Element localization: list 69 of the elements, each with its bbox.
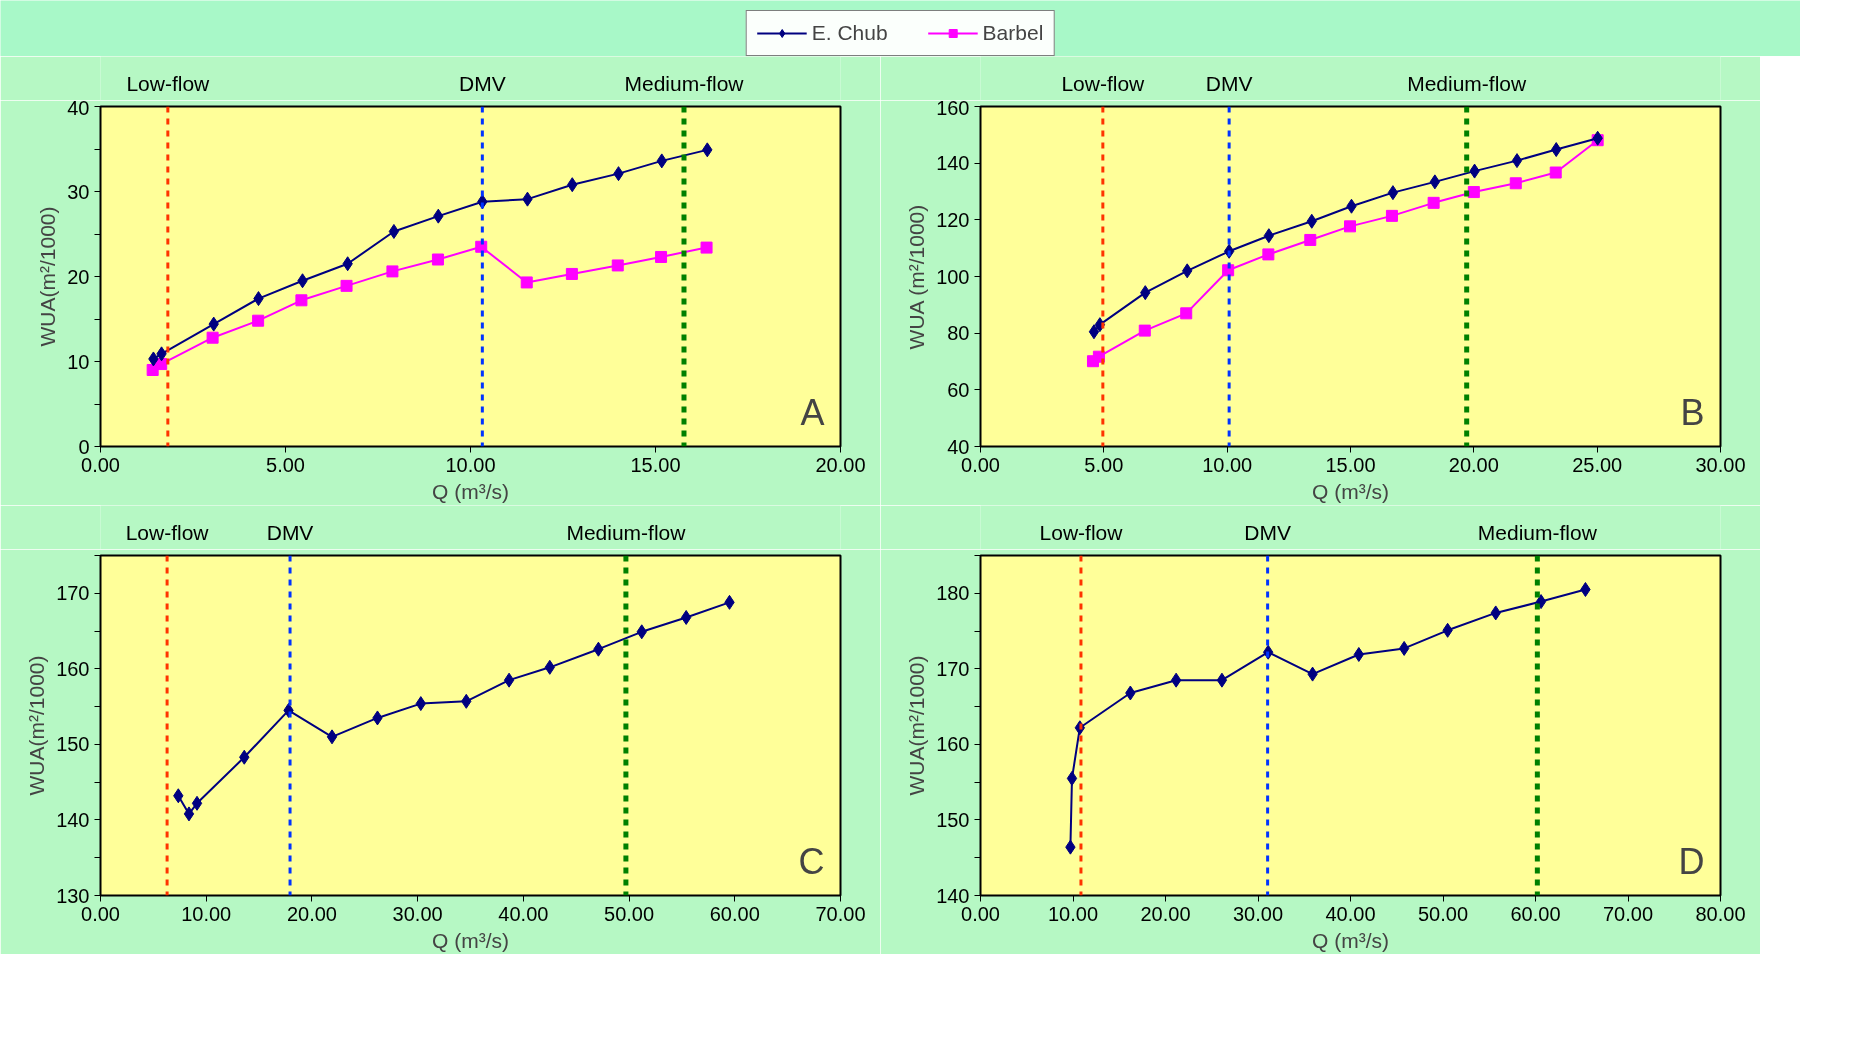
x-tick-label: 10.00	[445, 453, 496, 476]
y-tick-label: 80	[947, 322, 970, 345]
ref-line-label: DMV	[1244, 521, 1291, 545]
x-tick-label: 10.00	[1047, 902, 1099, 925]
y-tick-label: 160	[936, 96, 970, 119]
y-tick-label: 60	[947, 378, 970, 401]
x-tick-label: 60.00	[1510, 902, 1561, 925]
x-tick-label: 50.00	[604, 902, 655, 925]
ref-line-label: Low-flow	[125, 521, 210, 545]
y-tick-label: 170	[56, 582, 90, 605]
annotation: B	[1680, 391, 1705, 433]
x-tick-label: 40.00	[498, 902, 549, 925]
x-tick-label: 5.00	[1084, 453, 1124, 476]
ref-line-label: Medium-flow	[566, 521, 687, 545]
ref-line-label: DMV	[1205, 72, 1253, 96]
y-tick-label: 10	[67, 350, 90, 373]
x-tick-label: 15.00	[1325, 453, 1376, 476]
y-axis-title: WUA(m²/1000)	[36, 206, 60, 347]
x-tick-label: 60.00	[709, 902, 760, 925]
x-tick-label: 10.00	[181, 902, 232, 925]
legend-label: E. Chub	[811, 21, 888, 45]
y-tick-label: 170	[936, 657, 970, 680]
y-tick-label: 100	[936, 265, 970, 288]
y-tick-label: 150	[936, 808, 970, 831]
ref-line-label: Low-flow	[1061, 72, 1146, 96]
x-axis-title: Q (m³/s)	[432, 479, 509, 503]
ref-line-label: Medium-flow	[624, 72, 745, 96]
x-tick-label: 20.00	[286, 902, 337, 925]
x-tick-label: 20.00	[815, 453, 866, 476]
y-axis-title: WUA (m²/1000)	[905, 204, 929, 350]
y-tick-label: 30	[67, 180, 90, 203]
x-tick-label: 50.00	[1417, 902, 1469, 925]
x-tick-label: 5.00	[266, 453, 305, 476]
legend-label: Barbel	[982, 21, 1044, 45]
y-tick-label: 40	[67, 96, 90, 119]
y-tick-label: 120	[936, 208, 970, 231]
annotation: C	[798, 840, 825, 882]
x-tick-label: 30.00	[1232, 902, 1284, 925]
ref-line-label: DMV	[459, 72, 506, 96]
x-tick-label: 30.00	[1695, 453, 1746, 476]
x-tick-label: 30.00	[392, 902, 443, 925]
x-tick-label: 25.00	[1572, 453, 1623, 476]
y-axis-title: WUA(m²/1000)	[905, 655, 929, 796]
annotation: A	[800, 391, 825, 433]
y-tick-label: 140	[936, 152, 970, 175]
ref-line-label: Low-flow	[1039, 521, 1124, 545]
x-tick-label: 70.00	[1602, 902, 1654, 925]
x-axis-title: Q (m³/s)	[1312, 928, 1389, 952]
ref-line-label: Low-flow	[126, 72, 211, 96]
y-tick-label: 150	[56, 733, 90, 756]
x-tick-label: 10.00	[1202, 453, 1253, 476]
x-tick-label: 40.00	[1325, 902, 1376, 925]
ref-line-label: DMV	[266, 521, 314, 545]
x-axis-title: Q (m³/s)	[1312, 479, 1389, 503]
ref-line-label: Medium-flow	[1477, 521, 1598, 545]
y-tick-label: 140	[56, 808, 90, 831]
y-tick-label: 160	[56, 657, 90, 680]
ref-line-label: Medium-flow	[1407, 72, 1528, 96]
y-tick-label: 180	[936, 582, 970, 605]
x-tick-label: 20.00	[1448, 453, 1499, 476]
x-tick-label: 70.00	[815, 902, 866, 925]
y-axis-title: WUA(m²/1000)	[25, 655, 49, 796]
x-tick-label: 15.00	[630, 453, 681, 476]
x-axis-title: Q (m³/s)	[432, 928, 509, 952]
x-tick-label: 80.00	[1695, 902, 1746, 925]
y-tick-label: 20	[67, 265, 90, 288]
y-tick-label: 160	[936, 733, 970, 756]
x-tick-label: 20.00	[1140, 902, 1191, 925]
annotation: D	[1678, 840, 1705, 882]
